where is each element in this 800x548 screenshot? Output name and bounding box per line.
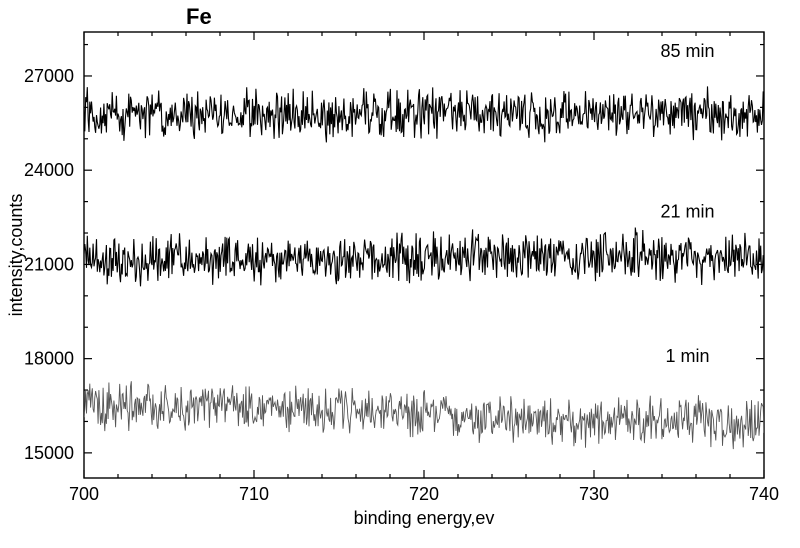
trace-1min-label: 1 min [665, 346, 709, 366]
trace-21min-label: 21 min [660, 201, 714, 221]
y-tick-label: 21000 [24, 254, 74, 274]
trace-85min-label: 85 min [660, 41, 714, 61]
y-tick-label: 24000 [24, 160, 74, 180]
trace-21min [84, 228, 764, 287]
traces-group [84, 86, 764, 449]
y-tick-label: 15000 [24, 443, 74, 463]
x-tick-label: 740 [749, 484, 779, 504]
y-tick-label: 18000 [24, 349, 74, 369]
x-tick-label: 700 [69, 484, 99, 504]
x-tick-label: 710 [239, 484, 269, 504]
chart-svg: 700 710 720 730 740 15000 18000 21000 24000 27000… [0, 0, 800, 548]
x-tick-label: 730 [579, 484, 609, 504]
chart-title: Fe [186, 4, 212, 29]
trace-85min [84, 86, 764, 142]
xps-spectrum-chart: 700 710 720 730 740 15000 18000 21000 24000 27000… [0, 0, 800, 548]
x-tick-label: 720 [409, 484, 439, 504]
x-axis-label: binding energy,ev [354, 508, 495, 528]
y-axis-label: intensity,counts [6, 194, 26, 317]
trace-1min [84, 381, 764, 449]
y-tick-label: 27000 [24, 66, 74, 86]
